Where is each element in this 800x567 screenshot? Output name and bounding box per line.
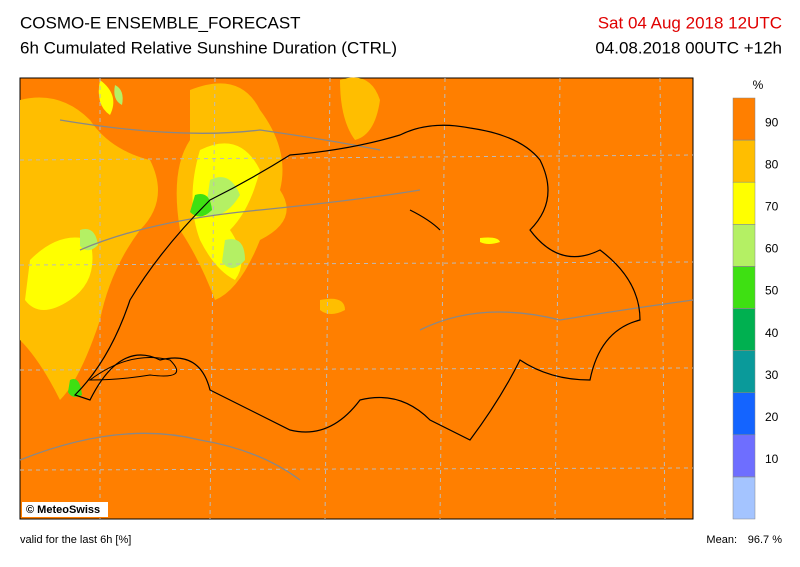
colorbar-tick-label: 30 bbox=[765, 368, 779, 382]
colorbar-bin bbox=[732, 308, 756, 351]
valid-date: Sat 04 Aug 2018 12UTC bbox=[598, 13, 782, 32]
subtitle: 6h Cumulated Relative Sunshine Duration … bbox=[20, 38, 397, 57]
mean-value: 96.7 % bbox=[748, 534, 782, 546]
colorbar-tick-label: 80 bbox=[765, 157, 779, 171]
colorbar-tick-label: 40 bbox=[765, 326, 779, 340]
colorbar-tick-label: 60 bbox=[765, 242, 779, 256]
graticule bbox=[19, 77, 694, 520]
colorbar-tick-label: 90 bbox=[765, 115, 779, 129]
lake bbox=[409, 209, 441, 231]
colorbar-unit: % bbox=[753, 78, 764, 92]
colorbar-bin bbox=[732, 97, 756, 141]
rivers bbox=[19, 119, 694, 481]
copyright-box bbox=[22, 502, 108, 517]
run-info: 04.08.2018 00UTC +12h bbox=[595, 38, 782, 57]
colorbar-bin bbox=[732, 392, 756, 436]
colorbar-tick-label: 20 bbox=[765, 410, 779, 424]
map: © MeteoSwiss bbox=[19, 77, 694, 520]
title: COSMO-E ENSEMBLE_FORECAST bbox=[20, 13, 301, 32]
colorbar-bin bbox=[732, 434, 756, 478]
country-border bbox=[73, 124, 641, 441]
colorbar-bin bbox=[732, 476, 756, 520]
colorbar-tick-label: 70 bbox=[765, 199, 779, 213]
colorbar: % 10 20 30 40 50 60 70 80 90 bbox=[732, 78, 779, 520]
map-frame bbox=[19, 77, 694, 520]
lake bbox=[88, 357, 178, 381]
colorbar-bin bbox=[732, 266, 756, 309]
copyright: © MeteoSwiss bbox=[26, 504, 100, 516]
colorbar-tick-label: 50 bbox=[765, 284, 779, 298]
colorbar-bin bbox=[732, 181, 756, 225]
colorbar-bin bbox=[732, 224, 756, 267]
mean-label: Mean: bbox=[706, 534, 737, 546]
colorbar-tick-label: 10 bbox=[765, 452, 779, 466]
colorbar-bin bbox=[732, 350, 756, 393]
footer-note: valid for the last 6h [%] bbox=[20, 534, 131, 546]
colorbar-bin bbox=[732, 139, 756, 183]
